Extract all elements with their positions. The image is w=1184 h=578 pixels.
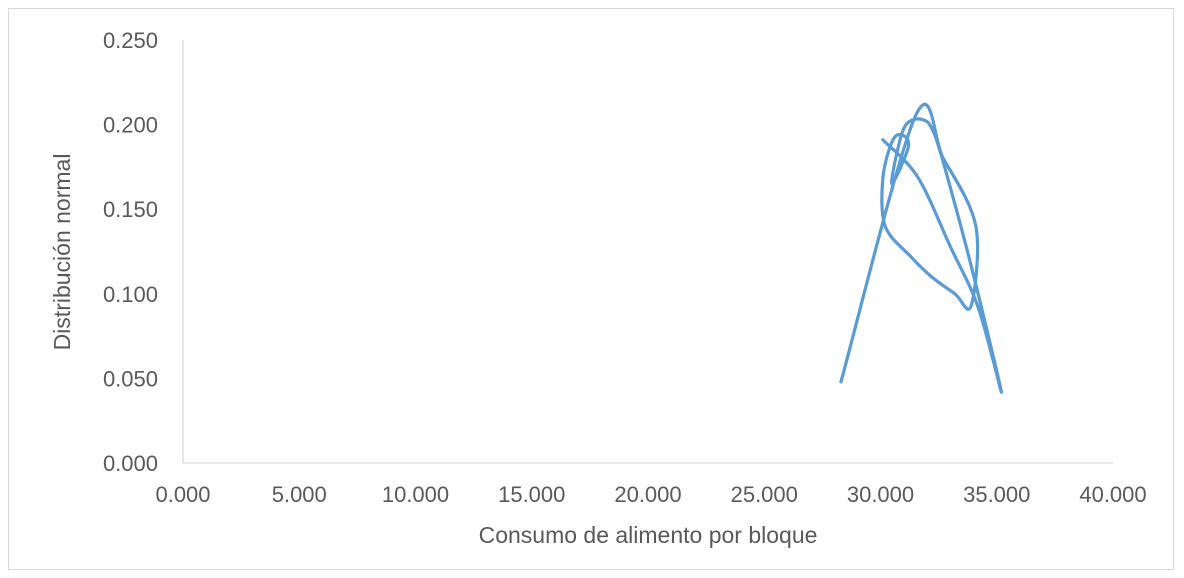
y-tick-label: 0.050 — [103, 366, 158, 391]
x-tick-label: 15.000 — [498, 482, 565, 507]
y-tick-label: 0.150 — [103, 197, 158, 222]
axes — [182, 40, 1113, 464]
y-axis-title: Distribución normal — [49, 154, 75, 351]
x-tick-label: 10.000 — [382, 482, 449, 507]
y-tick-label: 0.200 — [103, 113, 158, 138]
x-tick-label: 30.000 — [847, 482, 914, 507]
y-tick-label: 0.100 — [103, 282, 158, 307]
series-layer — [839, 102, 1004, 394]
x-tick-label: 40.000 — [1079, 482, 1146, 507]
x-axis-title: Consumo de alimento por bloque — [479, 522, 818, 548]
x-tick-label: 35.000 — [963, 482, 1030, 507]
chart-area — [8, 8, 1174, 570]
y-tick-label: 0.250 — [103, 28, 158, 53]
x-tick-label: 5.000 — [272, 482, 327, 507]
series-line — [839, 102, 1004, 394]
x-tick-label: 25.000 — [731, 482, 798, 507]
tick-labels: 0.000 5.000 10.000 15.000 20.000 25.000 30.000… — [103, 28, 1147, 507]
x-tick-label: 20.000 — [614, 482, 681, 507]
x-tick-label: 0.000 — [155, 482, 210, 507]
y-tick-label: 0.000 — [103, 451, 158, 476]
